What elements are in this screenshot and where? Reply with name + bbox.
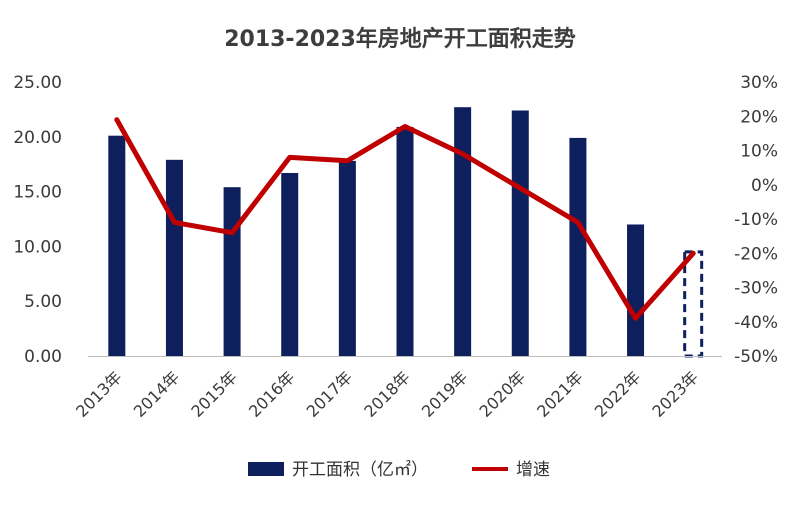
right-axis: -50% -40% -30% -20% -10% 0% 10% 20% 30% <box>734 73 778 367</box>
left-axis: 0.00 5.00 10.00 15.00 20.00 25.00 <box>13 73 62 367</box>
bar <box>338 160 356 356</box>
bar-series <box>108 107 704 358</box>
y-left-tick-label: 10.00 <box>13 237 62 257</box>
bar <box>454 107 472 356</box>
bar <box>511 110 529 356</box>
line-series <box>114 117 696 321</box>
y-right-tick-label: -50% <box>734 347 778 367</box>
bar <box>569 137 587 356</box>
growth-line <box>114 117 696 321</box>
y-left-tick-label: 25.00 <box>13 73 62 93</box>
y-right-tick-label: 10% <box>740 142 778 162</box>
bar <box>281 172 299 356</box>
bar <box>627 224 645 356</box>
bar-estimated <box>683 250 704 358</box>
y-right-tick-label: 20% <box>740 107 778 127</box>
y-right-tick-label: -20% <box>734 244 778 264</box>
bar <box>108 135 126 356</box>
y-left-tick-label: 15.00 <box>13 183 62 203</box>
legend-line-label: 增速 <box>516 460 550 480</box>
legend: 开工面积（亿㎡） 增速 <box>248 460 550 480</box>
y-right-tick-label: 0% <box>751 176 778 196</box>
legend-bar-swatch <box>248 462 284 476</box>
y-right-tick-label: -30% <box>734 279 778 299</box>
chart-title: 2013-2023年房地产开工面积走势 <box>224 26 576 52</box>
bar <box>165 159 183 356</box>
bar <box>396 126 414 356</box>
y-left-tick-label: 5.00 <box>24 292 62 312</box>
y-right-tick-label: -40% <box>734 313 778 333</box>
y-left-tick-label: 0.00 <box>24 347 62 367</box>
y-left-tick-label: 20.00 <box>13 128 62 148</box>
legend-bar-label: 开工面积（亿㎡） <box>292 460 428 480</box>
y-right-tick-label: -10% <box>734 210 778 230</box>
bar <box>223 187 241 356</box>
y-right-tick-label: 30% <box>740 73 778 93</box>
